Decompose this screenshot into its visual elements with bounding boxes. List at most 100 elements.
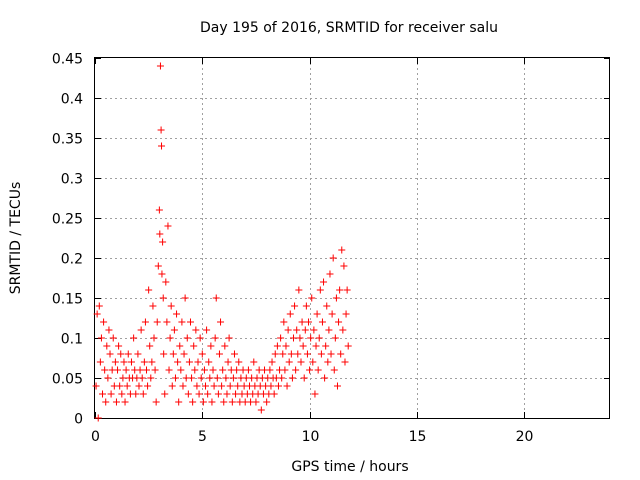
data-point: [175, 398, 183, 406]
data-point: [316, 286, 324, 294]
data-point: [146, 342, 154, 350]
data-point: [315, 334, 323, 342]
data-point: [323, 302, 331, 310]
data-point: [273, 342, 281, 350]
x-tick-label: 5: [198, 429, 207, 445]
data-point: [230, 350, 238, 358]
data-point: [151, 366, 159, 374]
y-tick-label: 0.2: [61, 252, 83, 268]
data-point: [229, 374, 237, 382]
data-point: [223, 390, 231, 398]
data-point: [308, 294, 316, 302]
data-point: [107, 390, 115, 398]
data-point: [192, 326, 200, 334]
data-point: [102, 398, 110, 406]
data-point: [193, 382, 201, 390]
x-tick-label: 15: [409, 429, 427, 445]
data-point: [138, 374, 146, 382]
data-point: [189, 398, 197, 406]
x-tick-label: 0: [91, 429, 100, 445]
chart-title: Day 195 of 2016, SRMTID for receiver sal…: [200, 20, 498, 36]
data-point: [184, 390, 192, 398]
data-point: [331, 334, 339, 342]
data-point: [309, 358, 317, 366]
data-point: [92, 382, 100, 390]
data-point: [280, 318, 288, 326]
data-point: [183, 334, 191, 342]
x-tick-labels: 0 5 10 15 20: [91, 429, 533, 445]
data-point: [228, 398, 236, 406]
data-point: [268, 358, 276, 366]
data-point: [213, 374, 221, 382]
y-tick-label: 0.05: [52, 372, 83, 388]
data-point: [283, 382, 291, 390]
data-point: [118, 390, 126, 398]
data-point: [163, 318, 171, 326]
data-point: [111, 358, 119, 366]
data-point: [104, 374, 112, 382]
data-point: [332, 294, 340, 302]
data-point: [167, 302, 175, 310]
data-point: [101, 366, 109, 374]
data-point: [170, 326, 178, 334]
data-point: [307, 334, 315, 342]
data-point: [124, 350, 132, 358]
data-point: [199, 398, 207, 406]
data-point: [147, 374, 155, 382]
data-point: [303, 350, 311, 358]
data-point: [343, 286, 351, 294]
data-point: [330, 366, 338, 374]
data-point: [194, 358, 202, 366]
data-point: [168, 382, 176, 390]
data-point: [326, 270, 334, 278]
data-point: [288, 374, 296, 382]
data-point: [135, 382, 143, 390]
data-point: [263, 398, 271, 406]
data-point: [181, 294, 189, 302]
data-point: [282, 342, 290, 350]
data-point: [314, 366, 322, 374]
data-point: [153, 318, 161, 326]
data-point: [152, 398, 160, 406]
data-point: [225, 334, 233, 342]
data-point: [301, 326, 309, 334]
x-tick-label: 10: [302, 429, 320, 445]
data-point: [338, 246, 346, 254]
data-point: [285, 358, 293, 366]
data-point: [206, 374, 214, 382]
data-point: [311, 390, 319, 398]
y-tick-label: 0.4: [61, 92, 83, 108]
data-point: [244, 366, 252, 374]
data-point: [271, 350, 279, 358]
data-point: [136, 366, 144, 374]
data-point: [300, 374, 308, 382]
y-tick-label: 0.3: [61, 172, 83, 188]
y-tick-label: 0.15: [52, 292, 83, 308]
data-point: [95, 302, 103, 310]
data-point: [219, 366, 227, 374]
data-point: [235, 358, 243, 366]
data-points: [92, 62, 352, 422]
data-point: [99, 390, 107, 398]
data-point: [117, 350, 125, 358]
data-point: [164, 222, 172, 230]
data-point: [207, 342, 215, 350]
data-point: [340, 262, 348, 270]
data-point: [312, 342, 320, 350]
data-point: [232, 390, 240, 398]
data-point: [157, 126, 165, 134]
data-point: [197, 374, 205, 382]
data-point: [94, 414, 102, 422]
data-point: [321, 374, 329, 382]
data-point: [123, 382, 131, 390]
data-point: [137, 326, 145, 334]
data-point: [320, 278, 328, 286]
data-point: [284, 326, 292, 334]
data-point: [274, 382, 282, 390]
data-point: [291, 302, 299, 310]
data-point: [143, 366, 150, 374]
data-point: [158, 270, 166, 278]
plot-frame: [94, 57, 610, 419]
data-point: [277, 334, 285, 342]
